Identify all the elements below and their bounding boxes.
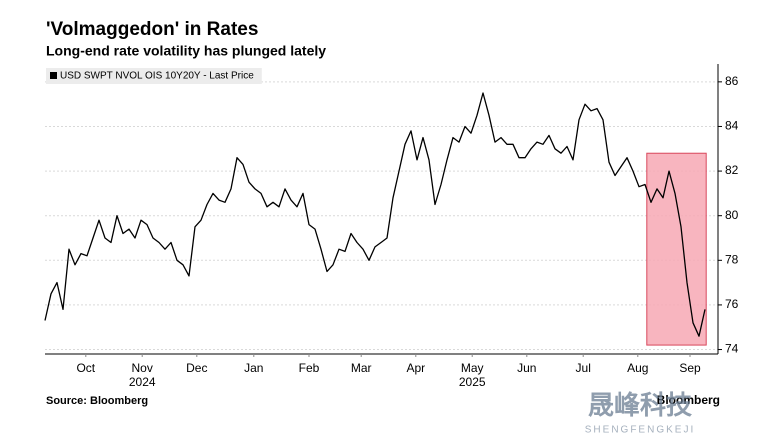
year-label: 2025: [459, 375, 486, 389]
x-tick-label: Feb: [299, 361, 320, 375]
y-tick-label: 78: [725, 252, 739, 266]
x-tick-label: Jan: [244, 361, 263, 375]
year-label: 2024: [129, 375, 156, 389]
chart-subtitle: Long-end rate volatility has plunged lat…: [46, 43, 326, 59]
y-tick-label: 82: [725, 163, 739, 177]
legend-bg: [46, 68, 262, 84]
x-tick-label: May: [461, 361, 484, 375]
y-tick-label: 80: [725, 208, 739, 222]
y-tick-label: 76: [725, 297, 739, 311]
x-tick-label: Aug: [627, 361, 648, 375]
x-tick-label: Jul: [576, 361, 591, 375]
brand: Bloomberg: [657, 393, 720, 407]
legend: USD SWPT NVOL OIS 10Y20Y - Last Price: [46, 68, 262, 84]
y-tick-label: 74: [725, 342, 739, 356]
source: Source: Bloomberg: [46, 395, 148, 407]
highlight-box: [646, 152, 707, 346]
x-tick-label: Sep: [679, 361, 701, 375]
legend-swatch: [50, 72, 57, 79]
watermark-title: 晟峰科技: [588, 390, 692, 420]
x-tick-label: Dec: [186, 361, 207, 375]
y-tick-label: 86: [725, 74, 739, 88]
x-tick-label: Mar: [351, 361, 372, 375]
chart-title: 'Volmaggedon' in Rates: [46, 19, 258, 40]
x-tick-label: Apr: [406, 361, 425, 375]
x-tick-label: Jun: [517, 361, 536, 375]
series-line: [44, 92, 706, 337]
x-tick-label: Oct: [76, 361, 95, 375]
legend-label: USD SWPT NVOL OIS 10Y20Y - Last Price: [60, 71, 254, 82]
x-tick-label: Nov: [132, 361, 153, 375]
watermark-subtitle: SHENGFENGKEJI: [585, 425, 695, 434]
y-tick-label: 84: [725, 119, 739, 133]
